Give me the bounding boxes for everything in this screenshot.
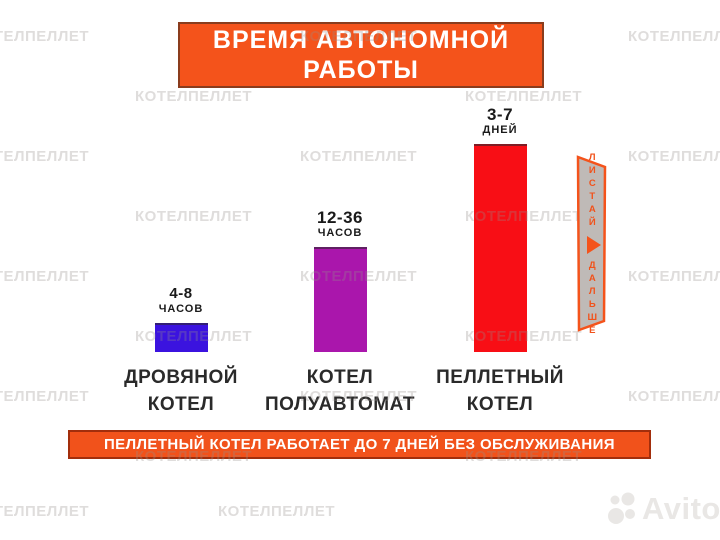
unit-label: ЧАСОВ <box>317 227 363 239</box>
category-line: ПОЛУАВТОМАТ <box>264 394 416 415</box>
bar-group-semi-auto-boiler: 12-36 ЧАСОВ <box>255 0 425 352</box>
category-wood-boiler: ДРОВЯНОЙ КОТЕЛ <box>91 364 271 418</box>
category-line: КОТЕЛ <box>466 394 534 415</box>
bar-group-pellet-boiler: 3-7 ДНЕЙ <box>415 0 585 352</box>
unit-label: ДНЕЙ <box>482 124 518 136</box>
page-title-line2: РАБОТЫ <box>303 56 419 84</box>
brand-watermark-text: КОТЕЛПЕЛЛЕТ <box>218 503 336 520</box>
bar-group-wood-boiler: 4-8 ЧАСОВ <box>96 0 266 352</box>
value-label: 3-7 <box>486 105 514 124</box>
category-line: ПЕЛЛЕТНЫЙ <box>436 367 564 388</box>
brand-watermark-text: КОТЕЛПЕЛЛЕТ <box>0 388 90 405</box>
unit-label: ЧАСОВ <box>158 303 204 315</box>
ribbon-word-top: ЛИСТАЙ <box>586 152 598 230</box>
arrow-right-icon <box>587 236 601 254</box>
page-title-line1: ВРЕМЯ АВТОНОМНОЙ <box>212 26 510 54</box>
avito-logo-icon <box>608 492 635 524</box>
bar-semi-auto-boiler <box>313 247 367 352</box>
brand-watermark-text: КОТЕЛПЕЛЛЕТ <box>628 388 720 405</box>
avito-watermark: Avito <box>606 491 720 527</box>
category-pellet-boiler: ПЕЛЛЕТНЫЙ КОТЕЛ <box>410 364 590 418</box>
category-line: ДРОВЯНОЙ <box>124 367 238 388</box>
title-banner: ВРЕМЯ АВТОНОМНОЙ РАБОТЫ <box>178 22 544 88</box>
value-label: 4-8 <box>169 285 193 302</box>
bar-pellet-boiler <box>473 144 527 352</box>
bar-wood-boiler <box>154 323 208 352</box>
category-semi-auto-boiler: КОТЕЛ ПОЛУАВТОМАТ <box>250 364 430 418</box>
swipe-next-ribbon[interactable]: ЛИСТАЙ ДАЛЬШЕ <box>576 152 608 338</box>
ribbon-content: ЛИСТАЙ ДАЛЬШЕ <box>576 152 608 338</box>
category-line: КОТЕЛ <box>306 367 374 388</box>
bar-chart: 4-8 ЧАСОВ 12-36 ЧАСОВ 3-7 ДНЕЙ <box>96 0 585 352</box>
category-line: КОТЕЛ <box>147 394 215 415</box>
value-label: 12-36 <box>317 208 363 227</box>
ribbon-word-bottom: ДАЛЬШЕ <box>586 260 598 338</box>
brand-watermark-text: КОТЕЛПЕЛЛЕТ <box>0 503 90 520</box>
avito-label: Avito <box>642 491 720 526</box>
annotation-banner: ПЕЛЛЕТНЫЙ КОТЕЛ РАБОТАЕТ ДО 7 ДНЕЙ БЕЗ О… <box>68 430 651 459</box>
annotation-text: ПЕЛЛЕТНЫЙ КОТЕЛ РАБОТАЕТ ДО 7 ДНЕЙ БЕЗ О… <box>104 436 615 453</box>
